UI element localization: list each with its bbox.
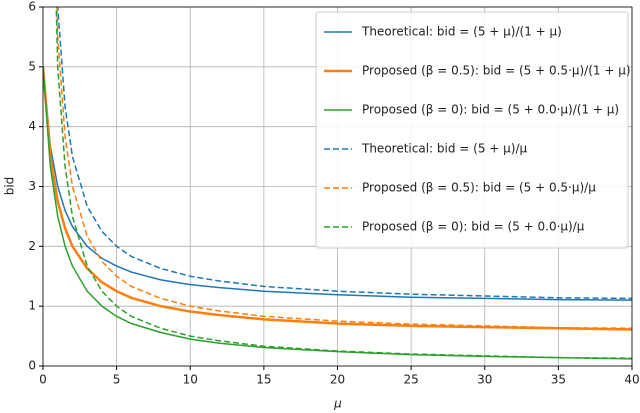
- plot-frame: [42, 6, 633, 367]
- y-tick-label: 2: [28, 239, 36, 253]
- series: [43, 66, 632, 301]
- line: [55, 7, 632, 359]
- legend: Theoretical: bid = (5 + μ)/(1 + μ) Propos…: [315, 11, 631, 249]
- series: [43, 66, 632, 331]
- y-tick-label: 3: [28, 179, 36, 193]
- legend-label: Proposed (β = 0): bid = (5 + 0.0·μ)/μ: [362, 220, 585, 234]
- line: [43, 66, 632, 331]
- x-tick-label: 20: [330, 373, 345, 387]
- x-tick-label: 30: [477, 373, 492, 387]
- x-tick-label: 25: [403, 373, 418, 387]
- line: [56, 7, 632, 300]
- legend-label: Proposed (β = 0): bid = (5 + 0.0·μ)/(1 +…: [362, 103, 619, 117]
- legend-label: Theoretical: bid = (5 + μ)/(1 + μ): [361, 25, 562, 39]
- line: [56, 7, 632, 330]
- y-tick-label: 6: [28, 0, 36, 14]
- series: [56, 7, 632, 300]
- x-tick-label: 5: [113, 373, 121, 387]
- x-axis-label: μ: [333, 397, 342, 411]
- y-axis-label: bid: [3, 177, 17, 196]
- y-tick-label: 0: [28, 359, 36, 373]
- legend-label: Proposed (β = 0.5): bid = (5 + 0.5·μ)/μ: [362, 181, 596, 195]
- y-tick-label: 1: [28, 299, 36, 313]
- line: [43, 66, 632, 301]
- x-tick-label: 40: [624, 373, 639, 387]
- y-tick-label: 4: [28, 119, 36, 133]
- legend-box: [315, 11, 629, 249]
- x-tick-label: 35: [551, 373, 566, 387]
- legend-label: Proposed (β = 0.5): bid = (5 + 0.5·μ)/(1…: [362, 64, 631, 78]
- x-tick-label: 10: [183, 373, 198, 387]
- series: [56, 7, 632, 330]
- x-tick-label: 15: [256, 373, 271, 387]
- x-tick-label: 0: [39, 373, 47, 387]
- series: [55, 7, 632, 359]
- y-tick-label: 5: [28, 59, 36, 73]
- legend-label: Theoretical: bid = (5 + μ)/μ: [361, 142, 528, 156]
